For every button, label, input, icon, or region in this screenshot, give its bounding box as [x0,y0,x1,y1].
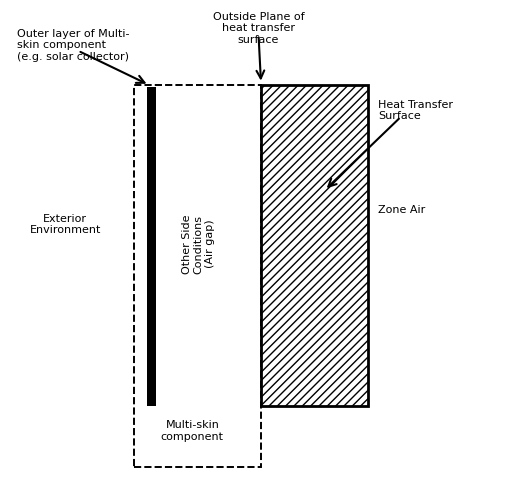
Text: Zone Air: Zone Air [378,205,425,215]
Text: Other Side
Conditions
(Air gap): Other Side Conditions (Air gap) [182,214,215,274]
Text: Multi-skin
component: Multi-skin component [161,420,224,442]
Text: Outer layer of Multi-
skin component
(e.g. solar collector): Outer layer of Multi- skin component (e.… [17,29,129,62]
Bar [147,88,156,406]
Text: Outside Plane of
heat transfer
surface: Outside Plane of heat transfer surface [212,11,305,45]
Text: Exterior
Environment: Exterior Environment [29,214,101,236]
Bar [134,85,261,467]
Text: Heat Transfer
Surface: Heat Transfer Surface [378,100,453,121]
Bar [261,85,368,406]
Bar [261,85,368,406]
